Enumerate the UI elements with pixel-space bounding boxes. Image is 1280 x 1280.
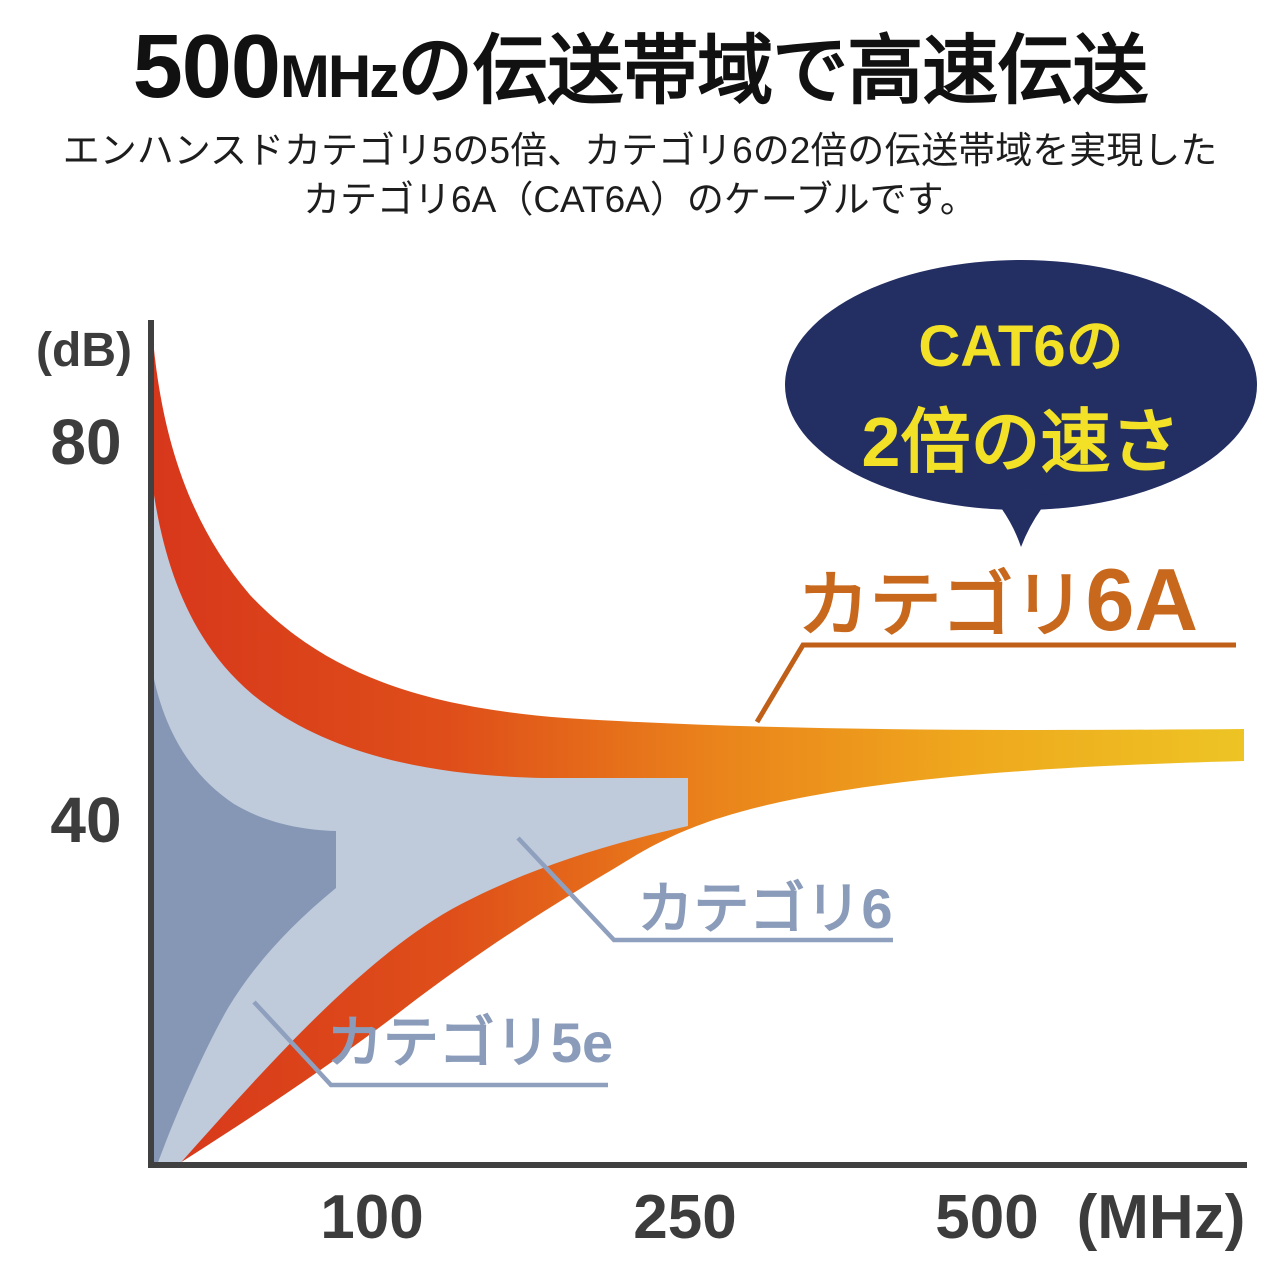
subtitle: エンハンスドカテゴリ5の5倍、カテゴリ6の2倍の伝送帯域を実現した カテゴリ6A… [0, 126, 1280, 224]
subtitle-line1: エンハンスドカテゴリ5の5倍、カテゴリ6の2倍の伝送帯域を実現した [62, 130, 1218, 171]
cat6-label: カテゴリ6 [637, 877, 892, 940]
cat5e-label: カテゴリ5e [327, 1011, 613, 1074]
area-cat6a [150, 328, 1244, 1168]
cat6a-label: カテゴリ6A [797, 550, 1198, 649]
cat5e-leader-line [252, 1000, 608, 1088]
header: 500MHzの伝送帯域で高速伝送 エンハンスドカテゴリ5の5倍、カテゴリ6の2倍… [0, 22, 1280, 224]
title-number: 500 [132, 17, 281, 117]
area-cat5e [150, 658, 336, 1168]
y-tick-80: 80 [50, 406, 121, 478]
subtitle-line2: カテゴリ6A（CAT6A）のケーブルです。 [303, 179, 977, 221]
cat6a-leader-line [754, 642, 1236, 724]
area-cat6 [150, 465, 688, 1168]
speech-bubble [785, 260, 1257, 510]
y-tick-40: 40 [50, 784, 121, 856]
cat6a-label-prefix: カテゴリ [797, 566, 1085, 646]
speech-bubble-tail [992, 494, 1053, 547]
bubble-line1: CAT6の [918, 314, 1123, 379]
x-tick-500: 500 [935, 1183, 1038, 1252]
bubble-line2: 2倍の速さ [862, 403, 1181, 481]
cat6a-label-suffix: 6A [1086, 550, 1199, 649]
x-tick-100: 100 [320, 1183, 423, 1252]
title-unit: MHz [279, 43, 399, 110]
y-axis-unit-label: (dB) [36, 324, 132, 377]
page-title: 500MHzの伝送帯域で高速伝送 [0, 22, 1280, 112]
x-tick-250: 250 [633, 1183, 736, 1252]
x-axis-unit-label: (MHz) [1077, 1183, 1246, 1252]
title-text: の伝送帯域で高速伝送 [397, 29, 1148, 114]
cat6-leader-line [516, 836, 893, 943]
